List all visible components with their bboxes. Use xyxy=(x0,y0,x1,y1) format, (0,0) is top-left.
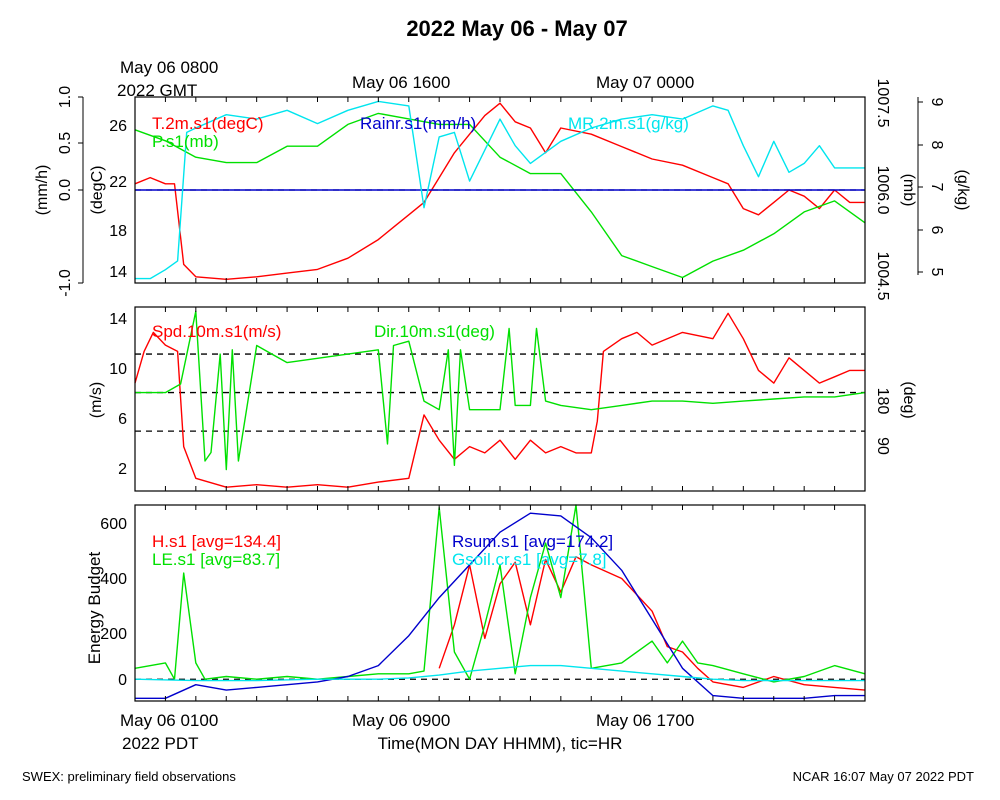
legend-wind-direction: Dir.10m.s1(deg) xyxy=(374,322,495,341)
series-line-2-0 xyxy=(438,556,866,691)
panel-1-ticks xyxy=(134,97,866,283)
energy-tick-label: 600 xyxy=(100,516,127,533)
legend-wind-speed: Spd.10m.s1(m/s) xyxy=(152,322,281,341)
bottom-time-label-0900: May 06 0900 xyxy=(352,711,450,730)
chart-title: 2022 May 06 - May 07 xyxy=(406,16,627,41)
top-time-label-gmt: 2022 GMT xyxy=(117,81,197,100)
series-line-2-3 xyxy=(134,664,865,682)
rain-axis-label: (mm/h) xyxy=(34,165,51,216)
top-time-label-0800: May 06 0800 xyxy=(120,58,218,77)
legend-pressure: P.s1(mb) xyxy=(152,132,219,151)
wind-direction-tick-label: 180 xyxy=(874,388,891,415)
series-line-2-1 xyxy=(134,504,866,683)
top-time-label-0000: May 07 0000 xyxy=(596,73,694,92)
legend-rain-rate: Rainr.s1(mm/h) xyxy=(360,114,476,133)
panel-1-series xyxy=(134,100,866,280)
mixing-ratio-tick-label: 7 xyxy=(928,183,945,192)
legend-temperature: T.2m.s1(degC) xyxy=(152,114,263,133)
panel-meteorology: 1.0 0.5 0.0 -1.0 (mm/h) 26 22 18 14 (deg… xyxy=(34,79,971,301)
temperature-axis: 26 22 18 14 (degC) xyxy=(89,118,127,281)
series-line-0-3 xyxy=(135,100,865,280)
temperature-tick-label: 14 xyxy=(109,264,127,281)
mixing-ratio-tick-label: 9 xyxy=(928,98,945,107)
panel-wind: 14 10 6 2 (m/s) 180 90 (deg) Spd.10m.s1(… xyxy=(88,306,917,492)
wind-speed-tick-label: 2 xyxy=(118,461,127,478)
mixing-ratio-axis-label: (g/kg) xyxy=(954,170,971,211)
legend-soil-heat: Gsoil.cr.s1 [avg=7.8] xyxy=(452,550,607,569)
rain-tick-label: -1.0 xyxy=(57,269,74,297)
series-line-1-1 xyxy=(135,310,866,471)
legend-radiation-sum: Rsum.s1 [avg=174.2] xyxy=(452,532,613,551)
rain-axis: 1.0 0.5 0.0 -1.0 (mm/h) xyxy=(34,86,84,297)
bottom-time-label-pdt: 2022 PDT xyxy=(122,734,199,753)
energy-tick-label: 200 xyxy=(100,626,127,643)
pressure-tick-label: 1007.5 xyxy=(874,79,891,128)
top-time-label-1600: May 06 1600 xyxy=(352,73,450,92)
rain-tick-label: 0.0 xyxy=(57,179,74,201)
panel-2-ticks xyxy=(134,307,866,491)
pressure-axis: 1007.5 1006.0 1004.5 (mb) xyxy=(874,79,917,301)
temperature-axis-label: (degC) xyxy=(89,166,106,215)
bottom-time-label-0100: May 06 0100 xyxy=(120,711,218,730)
panel-energy-budget: 600 400 200 0 Energy Budget H.s1 [avg=13… xyxy=(85,504,866,702)
series-line-0-0 xyxy=(134,102,865,280)
mixing-ratio-axis: 9 8 7 6 5 (g/kg) xyxy=(917,97,971,277)
panel-3-ticks xyxy=(134,505,866,701)
energy-budget-axis: 600 400 200 0 Energy Budget xyxy=(85,516,127,689)
panel-3-series xyxy=(134,504,866,699)
series-line-0-1 xyxy=(134,112,866,279)
energy-axis-label: Energy Budget xyxy=(85,551,104,664)
wind-speed-axis: 14 10 6 2 (m/s) xyxy=(88,311,127,478)
rain-tick-label: 1.0 xyxy=(57,86,74,108)
pressure-tick-label: 1004.5 xyxy=(874,252,891,301)
energy-tick-label: 400 xyxy=(100,571,127,588)
bottom-time-label-1700: May 06 1700 xyxy=(596,711,694,730)
temperature-tick-label: 26 xyxy=(109,118,127,135)
mixing-ratio-tick-label: 6 xyxy=(928,226,945,235)
wind-speed-tick-label: 10 xyxy=(109,361,127,378)
wind-speed-tick-label: 14 xyxy=(109,311,127,328)
wind-direction-tick-label: 90 xyxy=(874,437,891,455)
pressure-tick-label: 1006.0 xyxy=(874,166,891,215)
legend-latent-heat: LE.s1 [avg=83.7] xyxy=(152,550,280,569)
pressure-axis-label: (mb) xyxy=(900,174,917,207)
mixing-ratio-tick-label: 8 xyxy=(928,141,945,150)
legend-mixing-ratio: MR.2m.s1(g/kg) xyxy=(568,114,689,133)
rain-tick-label: 0.5 xyxy=(57,132,74,154)
wind-speed-axis-label: (m/s) xyxy=(88,382,105,418)
footer-left: SWEX: preliminary field observations xyxy=(22,769,236,784)
wind-direction-axis-label: (deg) xyxy=(900,381,917,418)
temperature-tick-label: 18 xyxy=(109,223,127,240)
energy-tick-label: 0 xyxy=(118,672,127,689)
legend-sensible-heat: H.s1 [avg=134.4] xyxy=(152,532,281,551)
wind-speed-tick-label: 6 xyxy=(118,411,127,428)
footer-right: NCAR 16:07 May 07 2022 PDT xyxy=(793,769,974,784)
x-axis-label: Time(MON DAY HHMM), tic=HR xyxy=(378,734,623,753)
mixing-ratio-tick-label: 5 xyxy=(928,268,945,277)
temperature-tick-label: 22 xyxy=(109,174,127,191)
wind-direction-axis: 180 90 (deg) xyxy=(874,381,917,455)
